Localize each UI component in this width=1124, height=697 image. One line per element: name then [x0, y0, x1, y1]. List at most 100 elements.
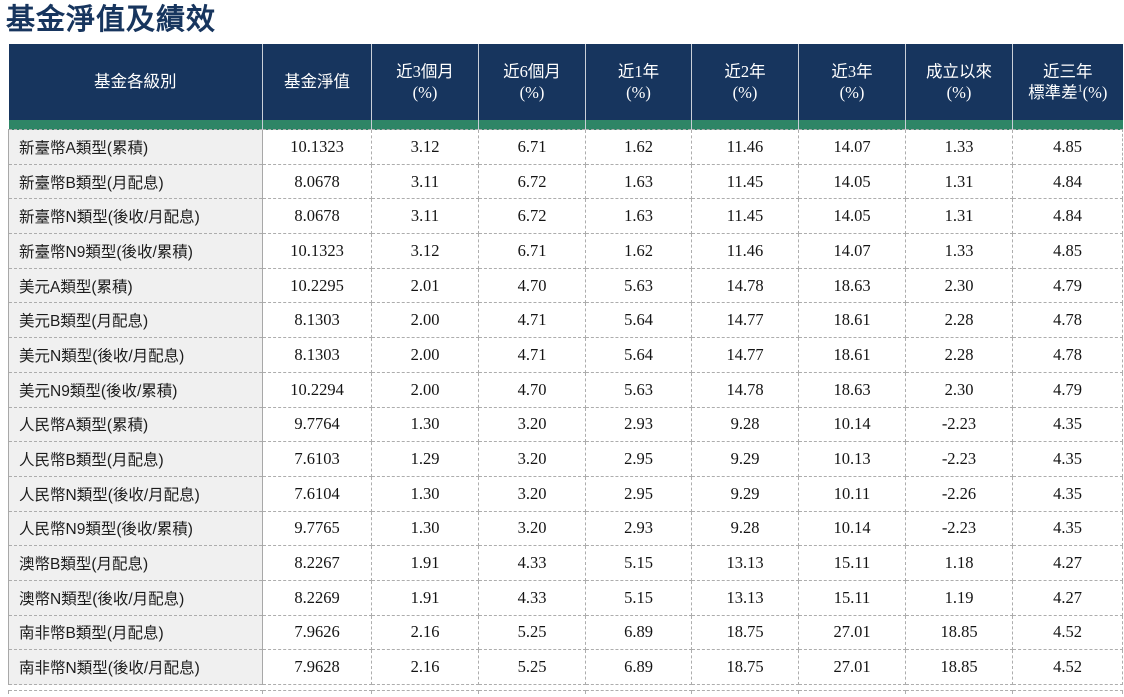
value-cell: 5.25 [478, 614, 586, 651]
fund-performance-table: 基金各級別 基金淨值 近3個月 (%) 近6個月 (%) 近1年 (%) 近2年… [8, 44, 1123, 685]
value-cell: 1.29 [371, 441, 479, 477]
value-cell: 1.33 [905, 129, 1013, 165]
value-cell: 11.45 [691, 163, 799, 200]
next-row-cutoff [8, 690, 1123, 694]
value-cell: 6.71 [478, 233, 586, 269]
value-cell: 4.35 [1012, 441, 1123, 477]
fund-class-cell: 新臺幣A類型(累積) [8, 129, 263, 165]
value-cell: 1.19 [905, 579, 1013, 616]
header-label: 近6個月 [503, 61, 561, 81]
value-cell: 3.20 [478, 510, 586, 547]
value-cell: 5.64 [585, 337, 692, 373]
fund-class-cell: 美元A類型(累積) [8, 267, 263, 304]
value-cell: 2.93 [585, 406, 692, 443]
accent-bar [8, 120, 1123, 130]
cutoff-cell [371, 690, 479, 694]
value-cell: 1.91 [371, 545, 479, 581]
value-cell: 10.2295 [262, 267, 372, 304]
accent-bar-segment [905, 120, 1013, 130]
value-cell: 1.31 [905, 163, 1013, 200]
value-cell: 5.64 [585, 302, 692, 339]
value-cell: 10.14 [798, 406, 906, 443]
fund-class-cell: 人民幣A類型(累積) [8, 406, 263, 443]
value-cell: 9.7764 [262, 406, 372, 443]
value-cell: 7.9626 [262, 614, 372, 651]
value-cell: 15.11 [798, 579, 906, 616]
value-cell: 5.63 [585, 371, 692, 408]
value-cell: 2.95 [585, 441, 692, 477]
value-cell: 3.11 [371, 198, 479, 235]
table-row: 新臺幣A類型(累積) 10.1323 3.12 6.71 1.62 11.46 14.07 1… [8, 129, 1123, 165]
value-cell: 9.28 [691, 510, 799, 547]
table-row: 美元A類型(累積) 10.2295 2.01 4.70 5.63 14.78 18.63 2.… [8, 267, 1123, 304]
value-cell: 2.01 [371, 267, 479, 304]
value-cell: 4.84 [1012, 198, 1123, 235]
fund-class-cell: 南非幣B類型(月配息) [8, 614, 263, 651]
value-cell: 9.7765 [262, 510, 372, 547]
table-row: 澳幣B類型(月配息) 8.2267 1.91 4.33 5.15 13.13 15.11 1.… [8, 545, 1123, 581]
cutoff-cell [798, 690, 906, 694]
value-cell: 4.85 [1012, 233, 1123, 269]
header-unit: (%) [519, 83, 545, 102]
col-header-3month: 近3個月 (%) [371, 44, 479, 120]
header-label: 近3個月 [396, 61, 454, 81]
fund-class-cell: 美元N類型(後收/月配息) [8, 337, 263, 373]
value-cell: -2.23 [905, 441, 1013, 477]
cutoff-cell [585, 690, 692, 694]
value-cell: 6.89 [585, 614, 692, 651]
table-row: 新臺幣N類型(後收/月配息) 8.0678 3.11 6.72 1.63 11.45 14.… [8, 198, 1123, 235]
value-cell: 18.61 [798, 302, 906, 339]
fund-class-cell: 新臺幣N類型(後收/月配息) [8, 198, 263, 235]
accent-bar-segment [262, 120, 372, 130]
value-cell: 11.46 [691, 233, 799, 269]
value-cell: 4.71 [478, 302, 586, 339]
value-cell: 14.78 [691, 371, 799, 408]
value-cell: 4.33 [478, 579, 586, 616]
value-cell: 10.11 [798, 475, 906, 512]
table-row: 南非幣N類型(後收/月配息) 7.9628 2.16 5.25 6.89 18.75 27.… [8, 649, 1123, 685]
footnote-superscript: 1 [1077, 83, 1083, 95]
value-cell: 14.78 [691, 267, 799, 304]
table-row: 人民幣N類型(後收/月配息) 7.6104 1.30 3.20 2.95 9.29 10.1… [8, 475, 1123, 512]
table-row: 新臺幣N9類型(後收/累積) 10.1323 3.12 6.71 1.62 11.46 14… [8, 233, 1123, 269]
value-cell: 8.0678 [262, 163, 372, 200]
col-header-nav: 基金淨值 [262, 44, 372, 120]
fund-class-cell: 新臺幣B類型(月配息) [8, 163, 263, 200]
value-cell: 1.63 [585, 198, 692, 235]
value-cell: 4.70 [478, 371, 586, 408]
accent-bar-segment [371, 120, 479, 130]
col-header-1year: 近1年 (%) [585, 44, 692, 120]
cutoff-cell [905, 690, 1013, 694]
cutoff-cell [262, 690, 372, 694]
value-cell: 1.62 [585, 233, 692, 269]
value-cell: 1.33 [905, 233, 1013, 269]
value-cell: 6.89 [585, 649, 692, 685]
value-cell: 1.18 [905, 545, 1013, 581]
table-row: 人民幣N9類型(後收/累積) 9.7765 1.30 3.20 2.93 9.28 10.1… [8, 510, 1123, 547]
value-cell: 10.1323 [262, 233, 372, 269]
value-cell: 7.9628 [262, 649, 372, 685]
value-cell: 4.84 [1012, 163, 1123, 200]
value-cell: 7.6104 [262, 475, 372, 512]
fund-class-cell: 美元N9類型(後收/累積) [8, 371, 263, 408]
col-header-since-inception: 成立以來 (%) [905, 44, 1013, 120]
value-cell: 18.85 [905, 614, 1013, 651]
value-cell: 2.00 [371, 337, 479, 373]
value-cell: 4.79 [1012, 267, 1123, 304]
value-cell: 1.30 [371, 510, 479, 547]
value-cell: 6.72 [478, 163, 586, 200]
value-cell: 14.07 [798, 129, 906, 165]
header-unit: (%) [946, 83, 972, 102]
accent-bar-segment [585, 120, 692, 130]
fund-class-cell: 美元B類型(月配息) [8, 302, 263, 339]
fund-class-cell: 人民幣N9類型(後收/累積) [8, 510, 263, 547]
value-cell: 8.2267 [262, 545, 372, 581]
value-cell: 4.27 [1012, 545, 1123, 581]
value-cell: 3.20 [478, 441, 586, 477]
header-row: 基金各級別 基金淨值 近3個月 (%) 近6個月 (%) 近1年 (%) 近2年… [8, 44, 1123, 120]
table-row: 南非幣B類型(月配息) 7.9626 2.16 5.25 6.89 18.75 27.01 1… [8, 614, 1123, 651]
value-cell: 10.1323 [262, 129, 372, 165]
accent-bar-segment [1012, 120, 1123, 130]
table-body: 新臺幣A類型(累積) 10.1323 3.12 6.71 1.62 11.46 14.07 1… [8, 129, 1123, 685]
value-cell: 3.11 [371, 163, 479, 200]
